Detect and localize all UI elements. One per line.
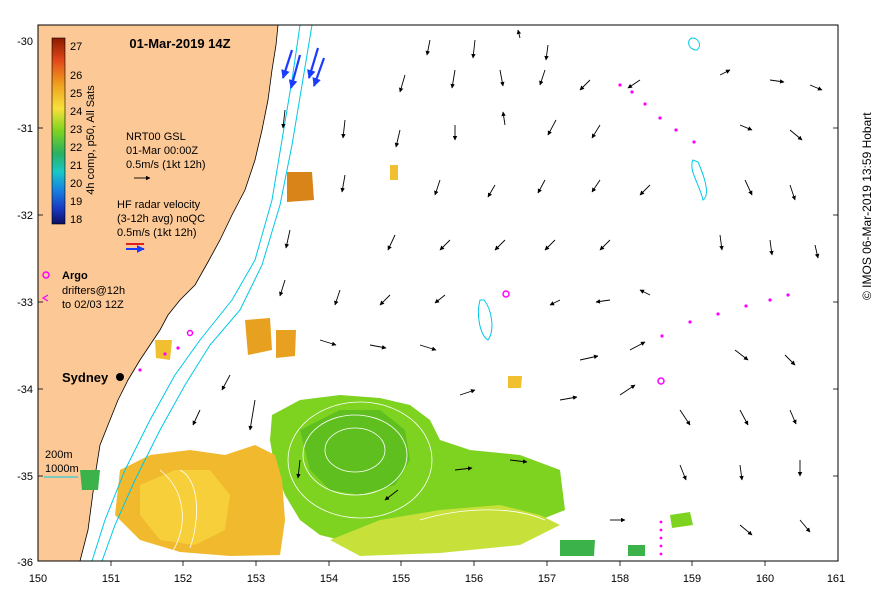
gsl-legend: NRT00 GSL 01-Mar 00:00Z 0.5m/s (1kt 12h) [126, 131, 205, 181]
x-tick: 161 [827, 573, 845, 585]
y-tick: -33 [17, 297, 33, 309]
x-tick: 151 [102, 573, 120, 585]
y-axis: -30 -31 -32 -33 -34 -35 -36 [17, 36, 33, 569]
colorbar-tick: 25 [70, 88, 82, 100]
colorbar-tick: 19 [70, 196, 82, 208]
colorbar-label: 4h comp, p50, All Sats [85, 85, 97, 195]
hf-radar-vectors [281, 47, 326, 89]
credit-text: © IMOS 06-Mar-2019 13:59 Hobart [860, 112, 874, 300]
svg-text:200m: 200m [45, 449, 73, 461]
map-title: 01-Mar-2019 14Z [129, 36, 230, 51]
x-tick: 153 [247, 573, 265, 585]
svg-text:Argo: Argo [62, 270, 88, 282]
radar-legend: HF radar velocity (3-12h avg) noQC 0.5m/… [117, 199, 205, 253]
x-tick: 156 [465, 573, 483, 585]
y-tick-marks [38, 127, 838, 477]
city-label: Sydney [62, 370, 109, 385]
colorbar-tick: 20 [70, 178, 82, 190]
colorbar-ticks: 27 26 25 24 23 22 21 20 19 18 [70, 41, 82, 226]
y-tick: -35 [17, 471, 33, 483]
current-vectors [192, 29, 823, 536]
colorbar-tick: 18 [70, 214, 82, 226]
sst-patches [80, 165, 693, 556]
svg-text:01-Mar 00:00Z: 01-Mar 00:00Z [126, 145, 198, 157]
y-tick: -36 [17, 557, 33, 569]
colorbar-tick: 22 [70, 142, 82, 154]
svg-text:0.5m/s (1kt 12h): 0.5m/s (1kt 12h) [117, 227, 196, 239]
colorbar-tick: 23 [70, 124, 82, 136]
x-tick: 155 [392, 573, 410, 585]
x-tick: 159 [683, 573, 701, 585]
svg-text:NRT00 GSL: NRT00 GSL [126, 131, 186, 143]
argo-legend: Argo drifters@12h to 02/03 12Z [41, 270, 125, 311]
sst-colorbar [51, 37, 66, 225]
sydney-marker [116, 373, 124, 381]
y-tick: -32 [17, 210, 33, 222]
x-tick-marks [110, 561, 766, 566]
isobath-legend: 200m 1000m [44, 449, 79, 478]
y-tick: -31 [17, 123, 33, 135]
colorbar-tick: 26 [70, 70, 82, 82]
plot-frame [37, 24, 839, 562]
svg-text:(3-12h avg) noQC: (3-12h avg) noQC [117, 213, 205, 225]
svg-text:to 02/03 12Z: to 02/03 12Z [62, 299, 124, 311]
ssh-contours [159, 401, 546, 557]
colorbar-tick: 24 [70, 106, 82, 118]
x-tick: 160 [756, 573, 774, 585]
svg-text:drifters@12h: drifters@12h [62, 285, 125, 297]
x-tick: 154 [320, 573, 338, 585]
drifter-tracks [138, 83, 790, 556]
x-tick: 158 [611, 573, 629, 585]
x-axis: 150 151 152 153 154 155 156 157 158 159 … [29, 573, 845, 585]
isobaths [91, 25, 707, 561]
svg-text:HF radar velocity: HF radar velocity [117, 199, 201, 211]
colorbar-tick: 27 [70, 41, 82, 53]
x-tick: 150 [29, 573, 47, 585]
svg-text:1000m: 1000m [45, 463, 79, 475]
y-tick: -34 [17, 384, 33, 396]
svg-text:0.5m/s (1kt 12h): 0.5m/s (1kt 12h) [126, 159, 205, 171]
colorbar-tick: 21 [70, 160, 82, 172]
x-tick: 157 [538, 573, 556, 585]
argo-floats [186, 290, 665, 385]
x-tick: 152 [174, 573, 192, 585]
y-tick: -30 [17, 36, 33, 48]
